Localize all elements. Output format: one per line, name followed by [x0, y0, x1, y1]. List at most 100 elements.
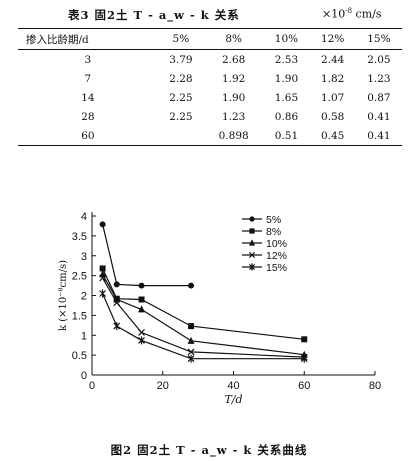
legend-label: 10% [266, 238, 287, 250]
cell: 1.07 [320, 91, 345, 104]
cell: 2.44 [320, 53, 345, 66]
data-point [99, 274, 107, 282]
legend-label: 12% [266, 250, 287, 262]
legend-label: 5% [266, 214, 281, 226]
cell-age: 14 [81, 91, 95, 104]
header-col: 8% [225, 33, 242, 45]
y-tick-label: 3.5 [72, 231, 87, 243]
header-age: 掺入比龄期/d [26, 33, 89, 46]
header-col: 10% [274, 33, 299, 45]
data-point [138, 336, 145, 345]
cell: 1.92 [221, 72, 246, 85]
cell: 1.65 [274, 91, 299, 104]
x-axis-label: T/d [224, 393, 242, 406]
data-point [138, 305, 146, 313]
data-point [113, 281, 120, 288]
table-row: 60 0.898 0.51 0.45 0.41 [18, 126, 402, 146]
header-col: 12% [320, 33, 345, 45]
table-unit-exponent: -8 [345, 7, 353, 15]
x-tick-label: 20 [157, 380, 169, 392]
chart-plot: 00.511.522.533.540 20 40 60 80T/dk (×10⁻⁸cm/… [58, 211, 381, 406]
table-unit-tail: cm/s [355, 7, 382, 21]
cell: 1.23 [367, 72, 391, 85]
cell: 0.41 [367, 110, 391, 123]
table-row: 7 2.28 1.92 1.90 1.82 1.23 [18, 69, 402, 88]
y-tick-label: 2.5 [72, 271, 87, 283]
data-point [113, 299, 121, 307]
data-point [248, 251, 256, 259]
cell: 0.87 [367, 91, 391, 104]
data-point [99, 221, 106, 228]
header-col: 15% [367, 33, 391, 45]
cell: 1.82 [320, 72, 345, 85]
y-tick-label: 1 [81, 330, 87, 342]
cell: 0.86 [274, 110, 299, 123]
data-point [249, 216, 255, 222]
series-line [102, 268, 305, 340]
data-point [187, 348, 195, 356]
data-point [249, 228, 255, 234]
cell-age: 28 [81, 110, 95, 123]
cell: 2.05 [367, 53, 391, 66]
series-line [102, 277, 305, 358]
cell: 3.79 [169, 53, 193, 66]
cell: 1.23 [221, 110, 246, 123]
table-row: 28 2.25 1.23 0.86 0.58 0.41 [18, 107, 402, 126]
cell [158, 126, 204, 146]
x-tick-label: 80 [369, 380, 381, 392]
table-title: 表3 固2土 T - a_w - k 关系 [68, 8, 240, 22]
data-point [99, 289, 107, 298]
cell: 2.53 [274, 53, 299, 66]
cell: 2.25 [169, 110, 193, 123]
data-point [188, 282, 195, 289]
data-point [138, 329, 145, 336]
y-axis-label: k (×10⁻⁸cm/s) [58, 260, 69, 331]
data-point [138, 282, 145, 289]
table-row: 14 2.25 1.90 1.65 1.07 0.87 [18, 88, 402, 107]
series-line [102, 224, 192, 287]
cell-age: 7 [84, 72, 92, 85]
legend-label: 8% [266, 226, 281, 238]
data-point [187, 354, 195, 363]
legend-label: 15% [266, 262, 287, 274]
table-row: 3 3.79 2.68 2.53 2.44 2.05 [18, 50, 402, 70]
data-table: 掺入比龄期/d 5% 8% 10% 12% 15% 3 3.79 2.68 2.… [18, 28, 402, 146]
cell: 2.68 [221, 53, 246, 66]
figure-caption: 图2 固2土 T - a_w - k 关系曲线 [110, 443, 308, 457]
data-point [248, 239, 256, 246]
cell: 2.28 [169, 72, 193, 85]
cell: 1.90 [221, 91, 246, 104]
table-unit-base: ×10 [322, 7, 346, 21]
cell: 0.45 [320, 129, 345, 142]
x-tick-label: 0 [89, 380, 95, 392]
y-tick-label: 0 [81, 370, 87, 382]
data-point [248, 263, 256, 271]
data-point [138, 296, 145, 303]
data-point [113, 322, 121, 331]
header-col: 5% [172, 33, 190, 45]
table-caption: 表3 固2土 T - a_w - k 关系 ×10-8 cm/s [0, 6, 418, 24]
y-tick-label: 0.5 [72, 350, 87, 362]
cell-age: 3 [84, 53, 92, 66]
x-tick-label: 40 [227, 380, 239, 392]
cell: 0.41 [367, 129, 391, 142]
cell: 0.51 [274, 129, 299, 142]
table-header-row: 掺入比龄期/d 5% 8% 10% 12% 15% [18, 28, 402, 50]
data-point [187, 336, 195, 344]
cell: 2.25 [169, 91, 193, 104]
data-point [99, 265, 106, 272]
y-tick-label: 4 [81, 211, 87, 223]
cell: 1.90 [274, 72, 299, 85]
table-unit: ×10-8 cm/s [322, 7, 382, 21]
y-tick-label: 2 [81, 291, 87, 303]
cell-age: 60 [81, 129, 95, 142]
data-point [300, 354, 308, 363]
x-tick-label: 60 [298, 380, 310, 392]
data-point [301, 336, 308, 343]
series-line [102, 274, 305, 356]
cell: 0.898 [218, 129, 249, 142]
y-tick-label: 3 [81, 251, 87, 263]
line-chart: 00.511.522.533.540 20 40 60 80T/dk (×10⁻⁸cm/… [58, 211, 381, 406]
data-point [188, 323, 195, 330]
y-tick-label: 1.5 [72, 310, 87, 322]
